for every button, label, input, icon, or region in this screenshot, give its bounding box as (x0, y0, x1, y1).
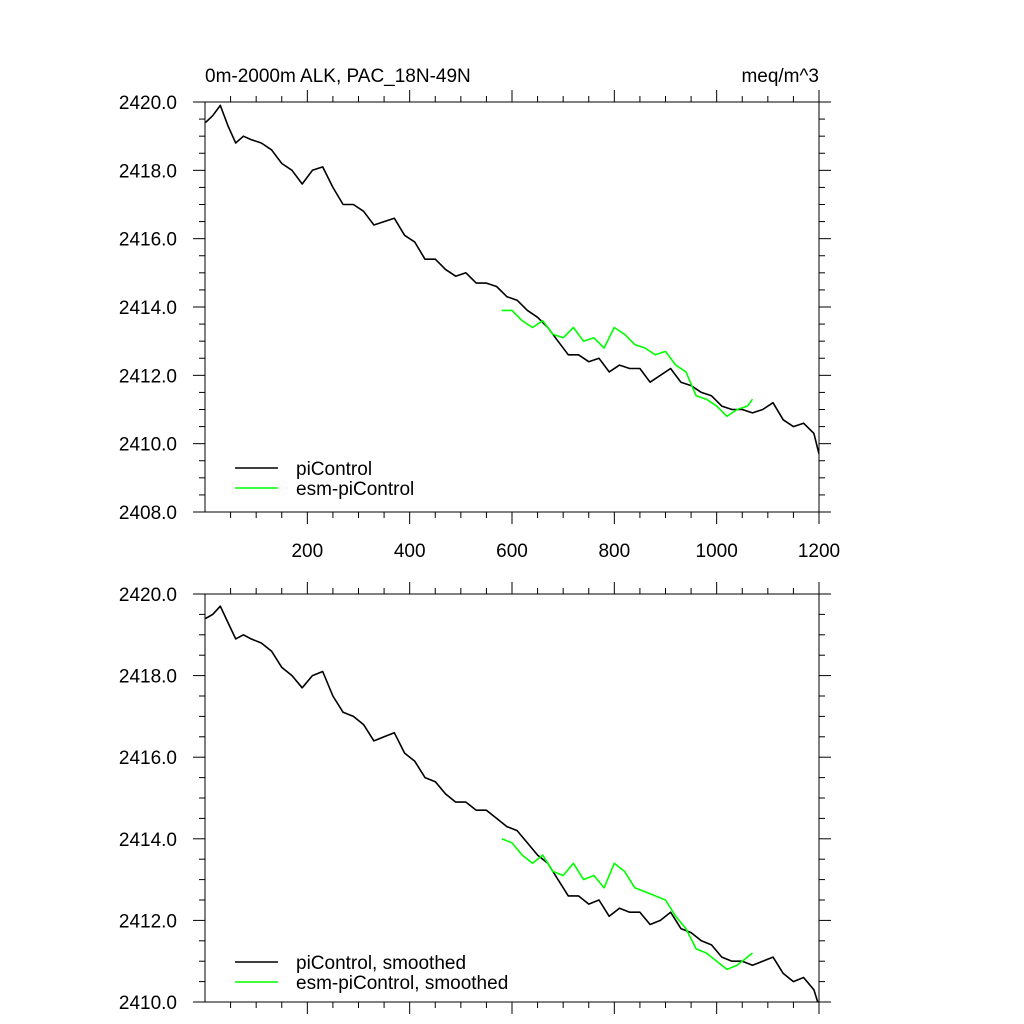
y-tick-label: 2408.0 (119, 503, 177, 524)
chart-units: meq/m^3 (741, 66, 819, 87)
series-line-esm-picontrol (501, 838, 754, 971)
legend-label: esm-piControl (296, 479, 414, 500)
x-tick-label: 400 (394, 541, 426, 562)
legend-label: piControl, smoothed (296, 953, 466, 974)
series-line-picontrol (205, 104, 819, 455)
y-tick-label: 2410.0 (119, 435, 177, 456)
x-tick-label: 600 (496, 541, 528, 562)
x-tick-label: 1200 (798, 541, 840, 562)
x-tick-label: 1000 (696, 541, 738, 562)
chart-panel-2: 2410.0 2412.0 2414.0 2416.0 2418.0 2420.0 piCo… (119, 582, 831, 1014)
y-tick-label: 2414.0 (119, 298, 177, 319)
series-group (205, 605, 819, 1002)
x-tick-label: 200 (291, 541, 323, 562)
chart-panel-1: 2408.0 2410.0 2412.0 2414.0 2416.0 2418.0 2420… (119, 66, 840, 562)
y-tick-label: 2412.0 (119, 911, 177, 932)
legend-label: esm-piControl, smoothed (296, 973, 508, 994)
series-line-picontrol (205, 605, 819, 1002)
plot-frame (204, 593, 820, 1003)
y-tick-label: 2416.0 (119, 748, 177, 769)
x-tick-label: 800 (598, 541, 630, 562)
series-group (205, 104, 819, 455)
y-tick-label: 2410.0 (119, 993, 177, 1014)
y-tick-label: 2412.0 (119, 366, 177, 387)
y-tick-label: 2420.0 (119, 585, 177, 606)
y-tick-label: 2420.0 (119, 93, 177, 114)
chart-title: 0m-2000m ALK, PAC_18N-49N (205, 66, 471, 87)
legend-label: piControl (296, 459, 372, 480)
series-line-esm-picontrol (501, 309, 754, 418)
y-tick-label: 2414.0 (119, 830, 177, 851)
y-tick-label: 2418.0 (119, 667, 177, 688)
y-tick-label: 2416.0 (119, 230, 177, 251)
y-tick-label: 2418.0 (119, 161, 177, 182)
plot-frame (204, 101, 820, 513)
